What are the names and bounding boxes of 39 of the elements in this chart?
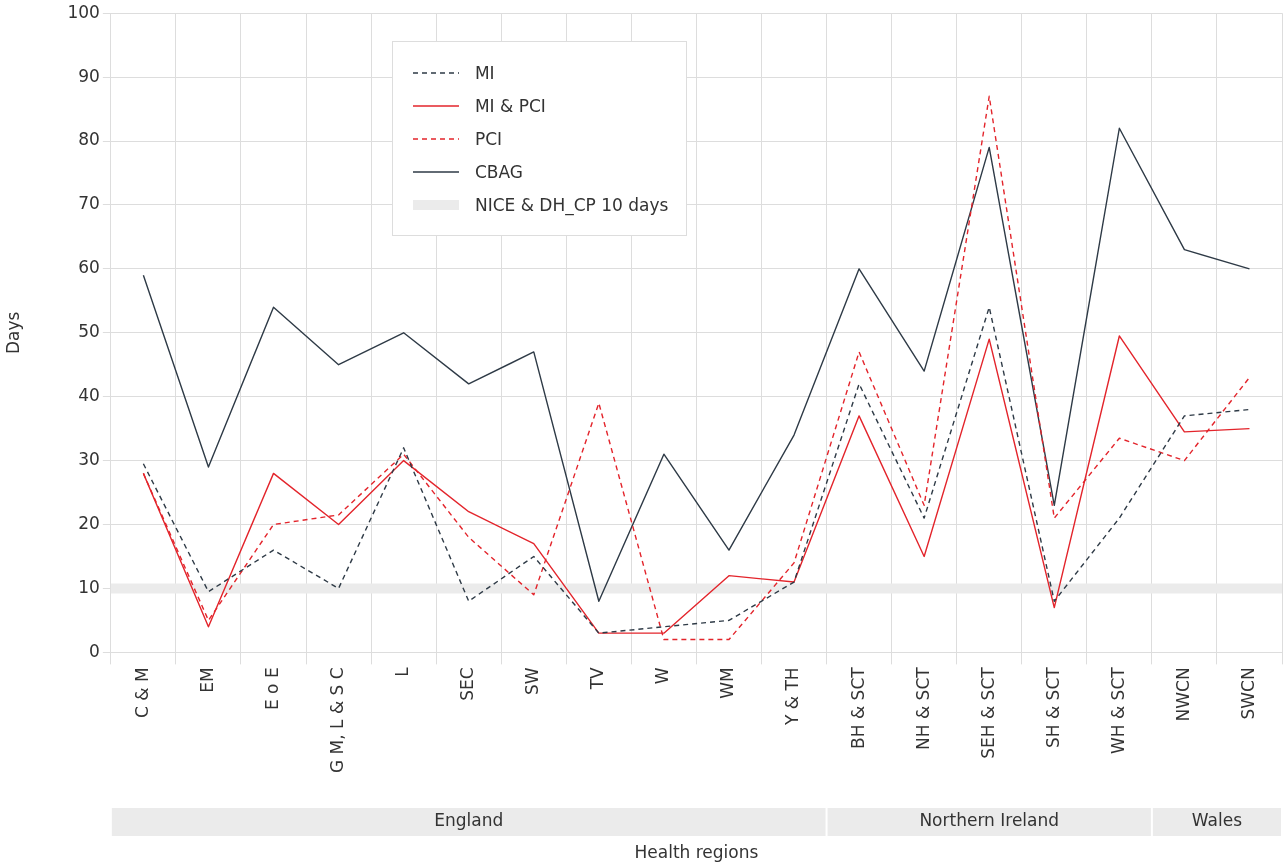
y-tick-label: 30 [78,449,100,470]
x-tick-label: SW [522,667,543,695]
text: England [434,810,504,831]
x-tick-label: WH & SCT [1107,666,1128,755]
y-tick-label: 100 [67,1,100,22]
x-tick-label: TV [587,666,608,691]
x-tick-label: Y & TH [782,667,803,726]
legend-label: CBAG [474,161,523,182]
y-tick-label: 50 [78,321,100,342]
x-tick-label: C & M [131,667,152,718]
x-tick-label: G M, L & S C [326,667,347,773]
x-tick-label: SH & SCT [1042,666,1063,749]
x-axis-title: Health regions [634,842,759,863]
y-tick-label: 70 [78,193,100,214]
legend-label: NICE & DH_CP 10 days [474,194,669,215]
y-tick-label: 80 [78,129,100,150]
x-tick-label: L [392,666,413,677]
y-tick-label: 10 [78,576,100,597]
x-tick-label: WM [717,667,738,699]
y-tick-label: 40 [78,385,100,406]
text: Wales [1191,810,1243,831]
x-tick-label: E o E [261,667,282,711]
y-tick-label: 0 [89,640,100,661]
legend-label: PCI [474,128,503,149]
y-tick-label: 20 [78,512,100,533]
y-tick-label: 60 [78,257,100,278]
legend-label: MI [474,62,495,83]
x-tick-label: NH & SCT [912,666,933,750]
x-tick-label: SEC [457,667,478,701]
x-tick-label: NWCN [1172,667,1193,722]
y-tick-label: 90 [78,65,100,86]
text: Northern Ireland [919,810,1060,831]
y-axis-title: Days [2,311,23,354]
x-tick-label: BH & SCT [847,666,868,749]
x-tick-label: W [652,667,673,685]
x-tick-label: EM [196,667,217,693]
x-tick-label: SWCN [1237,667,1258,720]
x-tick-label: SEH & SCT [977,666,998,759]
legend-label: MI & PCI [474,95,546,116]
